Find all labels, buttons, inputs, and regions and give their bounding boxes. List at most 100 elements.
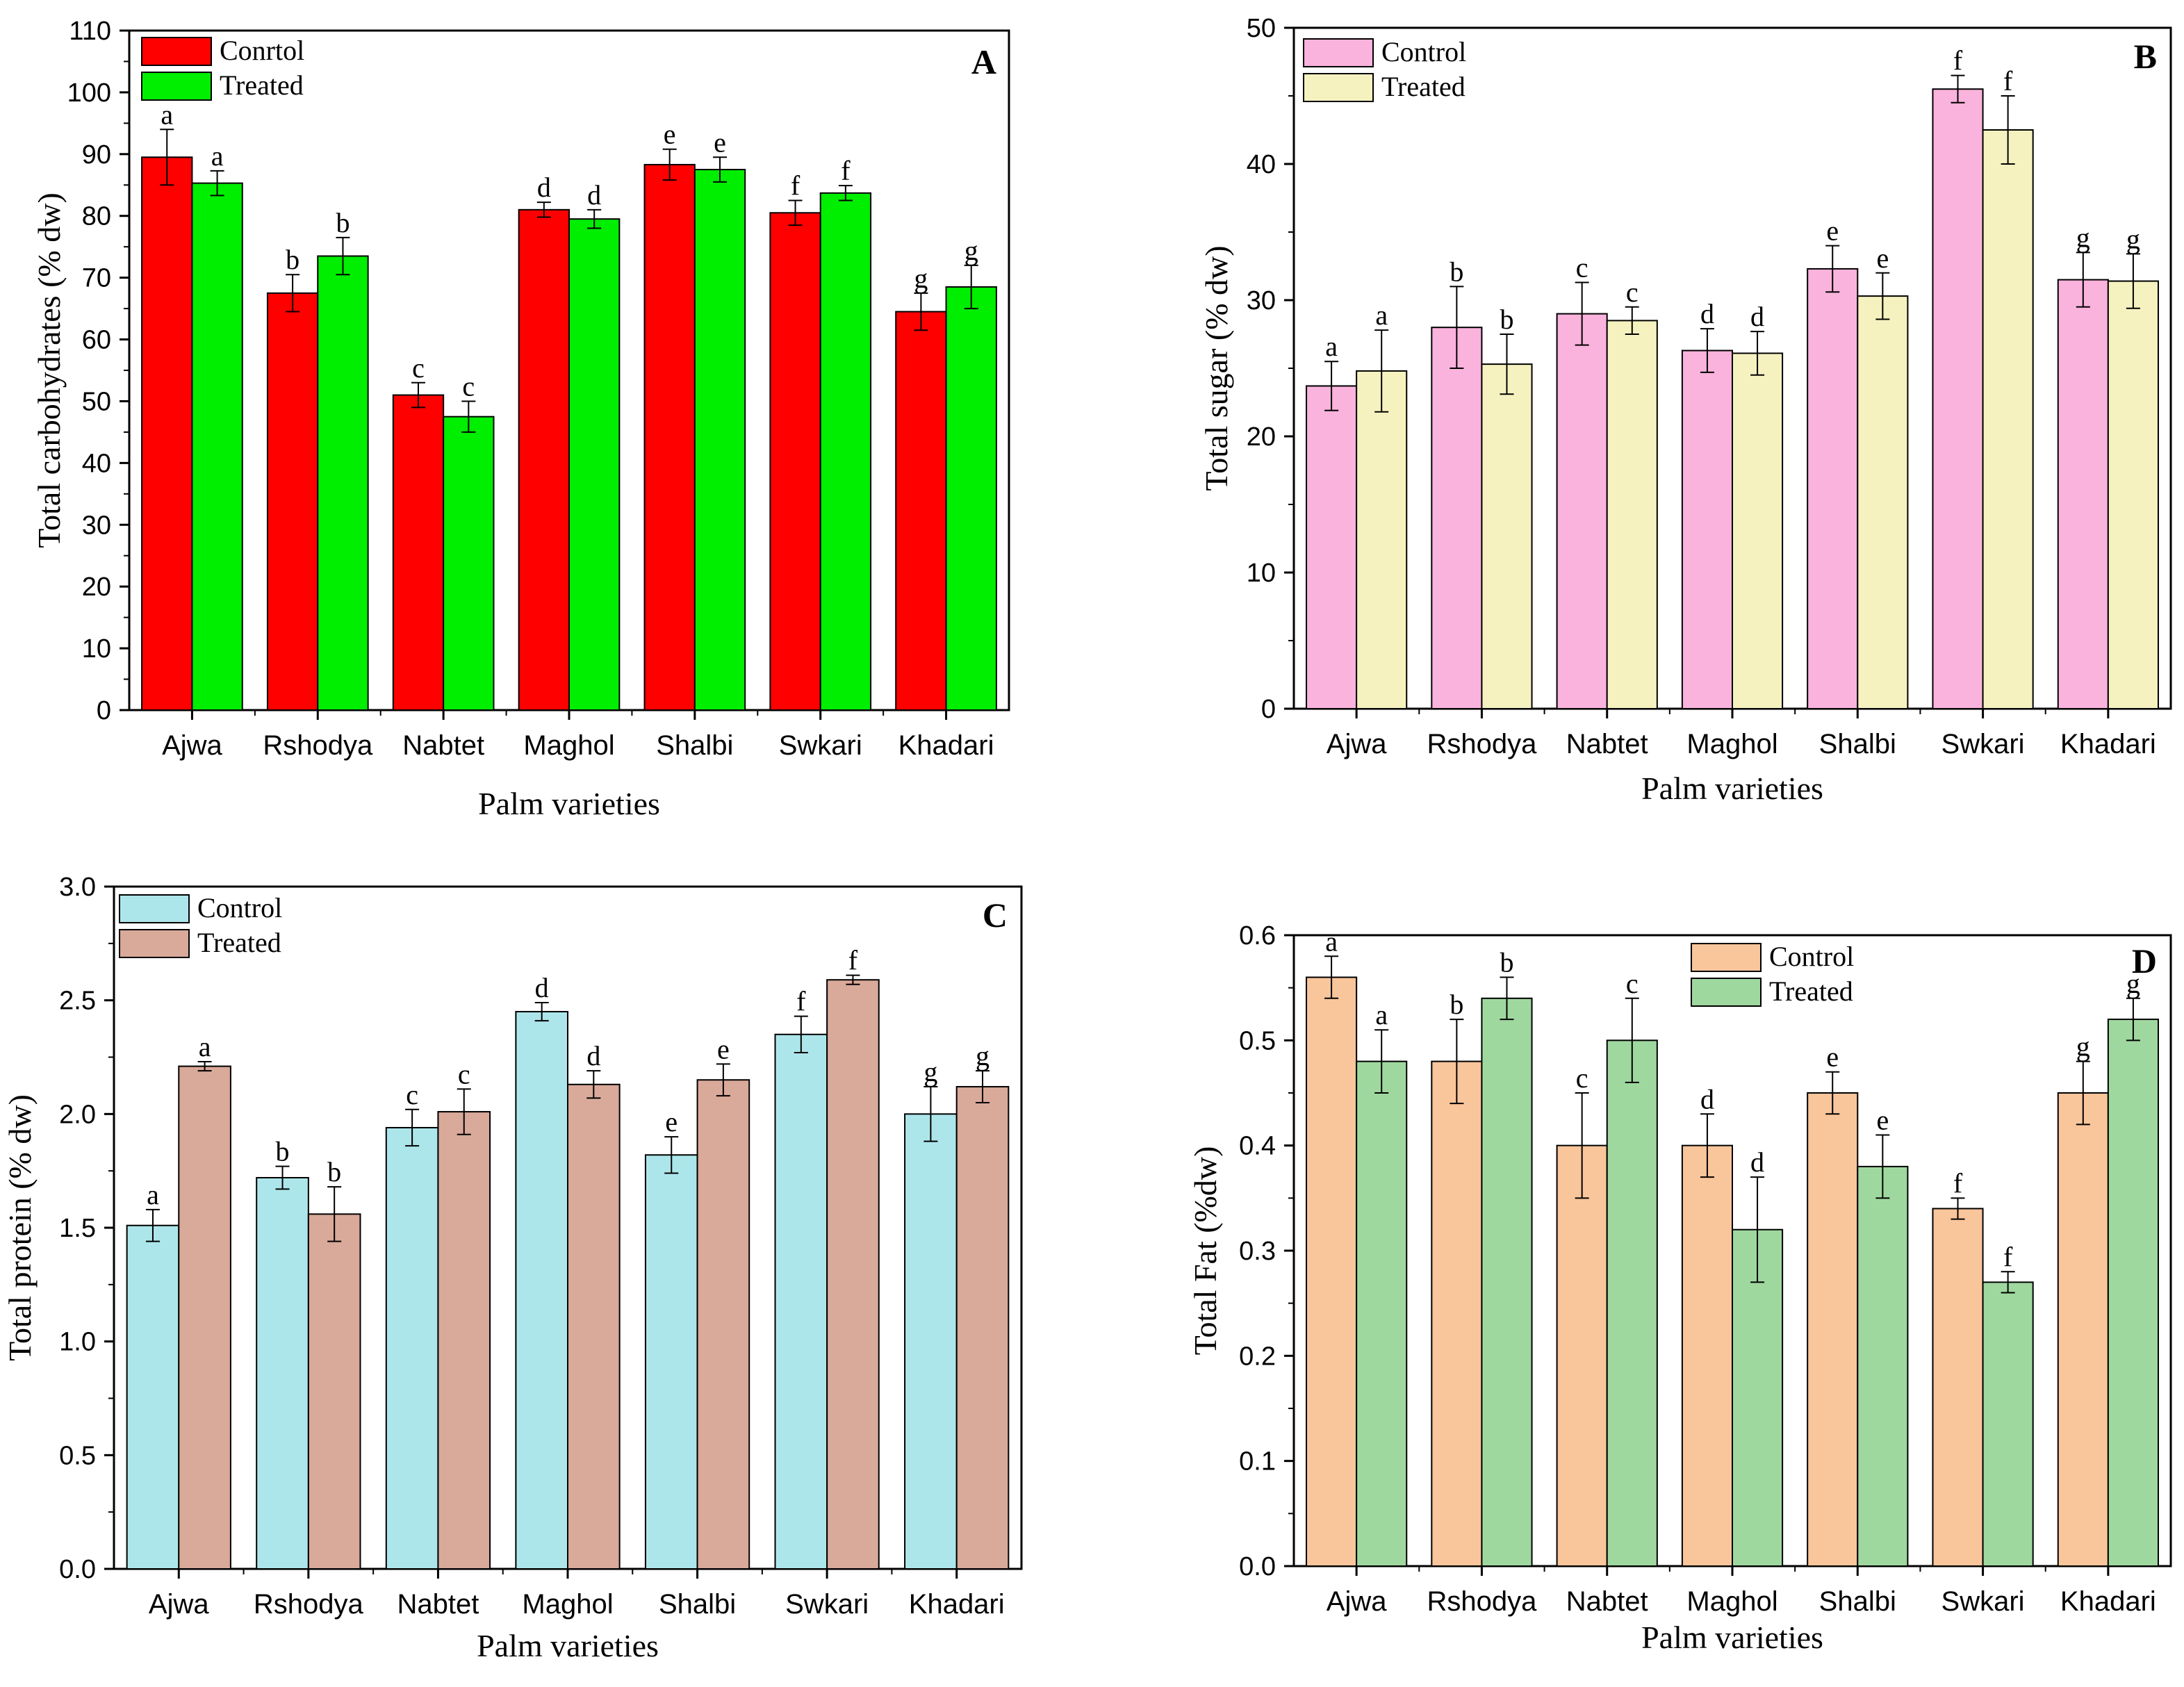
panel-b-bars: a b c d e f g a b c d e f g: [1306, 45, 2159, 710]
panel-c-y-tick-label: 2.0: [59, 1100, 96, 1129]
panel-b-bar-treated: [1732, 352, 1784, 709]
panel-c-significance-letter: d: [535, 972, 549, 1003]
panel-c-protein-chart: 0.0 0.5 1.0 1.5 2.0 2.5 3.0 Ajwa Rshodya Nabtet M…: [2, 873, 1023, 1663]
panel-b-legend-label: Control: [1381, 36, 1466, 67]
panel-c-bar-control: [126, 1224, 180, 1570]
panel-d-significance-letter: d: [1750, 1146, 1764, 1178]
panel-b-x-tick-label: Nabtet: [1566, 729, 1648, 759]
panel-b-y-tick-label: 50: [1247, 14, 1276, 43]
panel-b-bar-treated: [1356, 370, 1408, 709]
panel-c-x-tick-label: Shalbi: [659, 1589, 736, 1620]
panel-a-x-tick-label: Khadari: [898, 730, 994, 761]
panel-b-y-tick-label: 40: [1247, 150, 1276, 179]
panel-d-bar-treated: [1732, 1228, 1784, 1567]
panel-d-x-tick-label: Khadari: [2060, 1586, 2156, 1617]
panel-d-bar-control: [1306, 976, 1358, 1567]
panel-c-x-tick-label: Khadari: [909, 1589, 1005, 1620]
panel-c-significance-letter: g: [976, 1040, 990, 1071]
panel-a-legend-swatch: [141, 72, 212, 101]
panel-a-legend-label: Conrtol: [220, 35, 304, 66]
panel-d-x-axis: Ajwa Rshodya Nabtet Maghol Shalbi Swkari Khada…: [1327, 1566, 2156, 1617]
panel-d-y-tick-label: 0.0: [1239, 1552, 1276, 1581]
panel-a-y-tick-label: 110: [69, 17, 111, 46]
panel-a-significance-letter: b: [336, 207, 350, 238]
panel-d-fat-chart: 0.0 0.1 0.2 0.3 0.4 0.5 0.6 Ajwa Rshodya Nabtet M…: [1188, 921, 2172, 1655]
panel-a-legend-swatch: [141, 37, 212, 66]
panel-c-significance-letter: b: [276, 1136, 290, 1167]
panel-b-sugar-chart: 0 10 20 30 40 50 Ajwa Rshodya Nabtet Maghol Shalb…: [1199, 14, 2172, 806]
panel-b-significance-letter: b: [1500, 304, 1513, 335]
panel-d-legend-swatch: [1691, 943, 1762, 972]
panel-d-x-tick-label: Shalbi: [1819, 1586, 1896, 1617]
panel-a-significance-letter: f: [791, 170, 800, 201]
panel-a-bar-treated: [443, 415, 495, 711]
panel-b-significance-letter: a: [1375, 299, 1388, 331]
panel-d-significance-letter: a: [1325, 925, 1338, 957]
panel-c-x-tick-label: Maghol: [522, 1589, 613, 1620]
panel-c-significance-letter: b: [327, 1156, 341, 1187]
panel-c-x-axis: Ajwa Rshodya Nabtet Maghol Shalbi Swkari Khada…: [149, 1569, 1005, 1620]
panel-d-bar-treated: [1982, 1281, 2034, 1567]
panel-a-bar-treated: [568, 218, 621, 711]
panel-a-y-tick-label: 20: [82, 573, 111, 602]
panel-c-significance-letter: e: [665, 1106, 678, 1137]
panel-d-x-tick-label: Maghol: [1686, 1586, 1777, 1617]
panel-a-bar-control: [769, 212, 821, 711]
panel-c-y-axis-title: Total protein (% dw): [2, 1094, 38, 1361]
panel-b-bar-control: [1932, 88, 1984, 709]
panel-d-significance-letter: g: [2076, 1031, 2090, 1062]
panel-b-y-axis: 0 10 20 30 40 50: [1247, 14, 1294, 724]
panel-c-bar-control: [644, 1154, 698, 1570]
panel-d-legend: Control Treated: [1691, 941, 1854, 1007]
panel-b-y-tick-label: 30: [1247, 286, 1276, 315]
panel-a-y-tick-label: 70: [82, 264, 111, 293]
panel-a-y-axis: 0 10 20 30 40 50 60 70 80 90 100 110: [67, 17, 129, 725]
panel-b-significance-letter: e: [1876, 242, 1889, 274]
panel-c-significance-letter: g: [923, 1056, 937, 1087]
panel-a-bar-treated: [317, 255, 369, 711]
panel-d-legend-swatch: [1691, 978, 1762, 1007]
panel-c-significance-letter: c: [458, 1058, 470, 1089]
panel-c-legend-label: Treated: [197, 927, 281, 958]
panel-d-bar-control: [1556, 1144, 1608, 1567]
panel-c-y-tick-label: 3.0: [59, 873, 96, 902]
panel-a-significance-letter: d: [587, 179, 601, 211]
panel-a-bars: a b c d e f g a b c d e f g: [141, 99, 997, 711]
panel-b-y-tick-label: 20: [1247, 422, 1276, 452]
panel-a-significance-letter: e: [714, 126, 726, 158]
panel-a-x-tick-label: Rshodya: [263, 730, 373, 761]
panel-b-bar-control: [1556, 313, 1608, 710]
panel-c-significance-letter: f: [796, 986, 806, 1017]
panel-d-label: D: [2132, 941, 2157, 980]
panel-a-y-tick-label: 0: [97, 696, 111, 725]
panel-d-y-axis-title: Total Fat (%dw): [1188, 1146, 1223, 1356]
panel-a-bar-control: [141, 156, 193, 711]
panel-d-significance-letter: c: [1576, 1062, 1588, 1094]
panel-a-bar-control: [518, 208, 570, 711]
panel-a-significance-letter: b: [286, 244, 299, 275]
panel-c-significance-letter: a: [199, 1031, 211, 1062]
panel-c-legend-swatch: [119, 894, 190, 923]
panel-d-significance-letter: d: [1700, 1083, 1714, 1114]
panel-d-significance-letter: a: [1375, 999, 1388, 1030]
panel-b-x-axis: Ajwa Rshodya Nabtet Maghol Shalbi Swkari Khada…: [1327, 709, 2156, 759]
panel-d-bar-control: [1681, 1144, 1734, 1567]
panel-a-bar-treated: [945, 286, 997, 711]
panel-d-bar-treated: [2107, 1019, 2159, 1567]
panel-a-x-tick-label: Shalbi: [656, 730, 733, 761]
panel-c-legend-swatch: [119, 929, 190, 958]
panel-b-significance-letter: f: [1953, 45, 1963, 76]
panel-c-bar-control: [385, 1126, 439, 1570]
panel-b-bar-treated: [2107, 280, 2159, 709]
panel-b-significance-letter: g: [2126, 223, 2140, 254]
panel-b-significance-letter: b: [1450, 256, 1463, 287]
panel-d-bar-control: [1807, 1092, 1859, 1567]
panel-d-bar-control: [1431, 1060, 1483, 1567]
panel-a-legend-label: Treated: [220, 69, 304, 101]
panel-a-carbohydrates-chart: 0 10 20 30 40 50 60 70 80 90 100 110 Ajwa Rshodya Nab…: [31, 17, 1010, 821]
panel-d-x-axis-title: Palm varieties: [1641, 1620, 1823, 1655]
panel-b-y-tick-label: 10: [1247, 559, 1276, 588]
panel-c-y-tick-label: 1.5: [59, 1214, 96, 1243]
panel-c-x-tick-label: Ajwa: [149, 1589, 209, 1620]
panel-b-x-tick-label: Shalbi: [1819, 729, 1896, 759]
